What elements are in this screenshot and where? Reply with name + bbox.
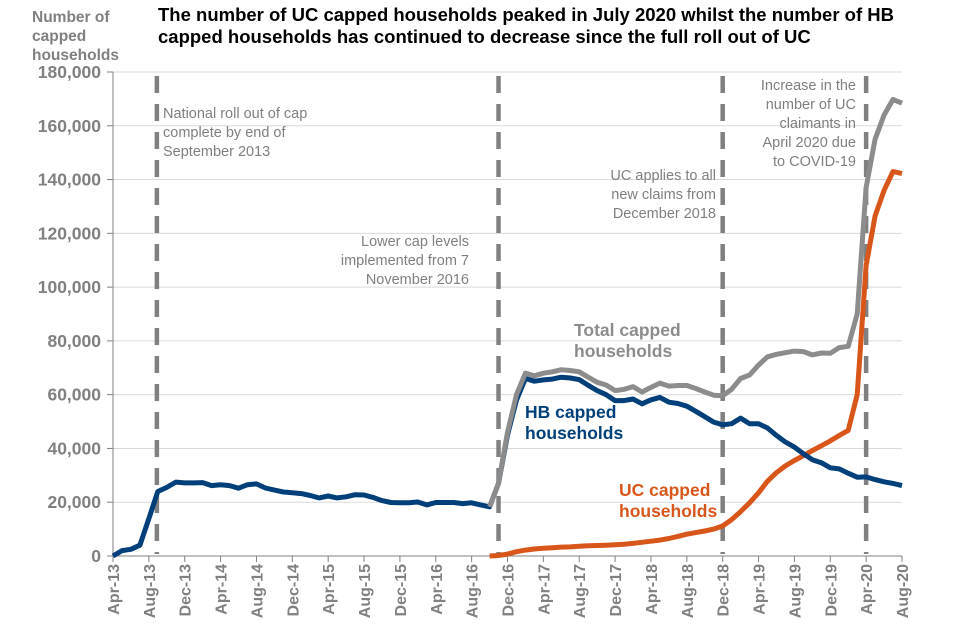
x-tick-label: Dec-19: [823, 564, 840, 617]
annotation-line: to COVID-19: [773, 154, 856, 170]
annotation-line: implemented from 7: [341, 253, 469, 269]
annotation-line: National roll out of cap: [163, 106, 307, 122]
y-axis-title-line: capped: [32, 28, 86, 45]
annotation-line: Lower cap levels: [361, 234, 469, 250]
y-tick-label: 80,000: [47, 331, 101, 351]
annotation-line: complete by end of: [163, 125, 286, 141]
x-tick-label: Dec-16: [501, 564, 518, 617]
x-tick-label: Dec-17: [608, 564, 625, 617]
series-label-uc: UC capped households: [619, 480, 717, 521]
annotation: Lower cap levels implemented from 7 Novemb…: [341, 234, 469, 288]
x-tick-label: Dec-18: [716, 564, 733, 617]
series-label-line: UC capped: [619, 480, 710, 500]
y-tick-label: 180,000: [38, 62, 102, 82]
y-axis-title: Number of capped households: [32, 9, 119, 64]
x-tick-label: Aug-15: [357, 564, 374, 618]
chart-title-line: The number of UC capped households peake…: [158, 4, 894, 25]
y-tick-label: 40,000: [47, 438, 101, 458]
y-tick-label: 160,000: [38, 116, 102, 136]
annotation: Increase in the number of UC claimants in A…: [761, 78, 856, 170]
annotation-line: claimants in: [779, 116, 856, 132]
series-lines: [111, 96, 903, 559]
y-axis-ticks: 0 20,000 40,000 60,000 80,000 100,000 120,000 1…: [38, 62, 113, 566]
annotation: UC applies to all new claims from December…: [610, 168, 716, 222]
y-tick-label: 100,000: [38, 277, 102, 297]
y-tick-label: 140,000: [38, 170, 102, 190]
x-tick-label: Dec-13: [178, 564, 195, 617]
x-tick-label: Apr-19: [752, 564, 769, 615]
annotation-line: Increase in the: [761, 78, 856, 94]
series-label-total: Total capped households: [574, 320, 681, 361]
annotation-line: April 2020 due: [762, 135, 856, 151]
y-tick-label: 0: [91, 546, 101, 566]
series-label-line: households: [525, 423, 623, 443]
x-tick-label: Apr-15: [321, 564, 338, 615]
series-label-hb: HB capped households: [525, 402, 623, 443]
x-axis-ticks: Apr-13 Aug-13 Dec-13 Apr-14 Aug-14 Dec-14 Apr-…: [106, 556, 912, 618]
x-tick-label: Aug-18: [680, 564, 697, 618]
annotation-line: September 2013: [163, 144, 270, 160]
x-tick-label: Dec-14: [285, 564, 302, 617]
annotation-line: number of UC: [766, 97, 856, 113]
x-tick-label: Aug-16: [465, 564, 482, 618]
x-tick-label: Aug-19: [787, 564, 804, 618]
series-line-total: [487, 96, 903, 508]
x-tick-label: Apr-20: [859, 564, 876, 615]
annotation-line: UC applies to all: [610, 168, 716, 184]
series-line-uc: [489, 169, 903, 559]
x-tick-label: Apr-18: [644, 564, 661, 615]
annotation-line: new claims from: [611, 187, 716, 203]
chart-title-line: capped households has continued to decre…: [158, 26, 811, 47]
chart-title: The number of UC capped households peake…: [158, 4, 899, 47]
y-axis-title-line: households: [32, 47, 119, 64]
x-tick-label: Apr-17: [536, 564, 553, 615]
x-tick-label: Apr-13: [106, 564, 123, 615]
y-tick-label: 20,000: [47, 492, 101, 512]
x-tick-label: Apr-14: [214, 564, 231, 615]
x-tick-label: Dec-15: [393, 564, 410, 617]
x-tick-label: Aug-20: [895, 564, 912, 618]
gridlines: [113, 71, 902, 503]
y-axis-title-line: Number of: [32, 9, 110, 26]
x-tick-label: Apr-16: [429, 564, 446, 615]
x-tick-label: Aug-17: [572, 564, 589, 618]
y-tick-label: 60,000: [47, 385, 101, 405]
series-label-line: households: [619, 501, 717, 521]
series-label-line: HB capped: [525, 402, 616, 422]
y-tick-label: 120,000: [38, 223, 102, 243]
annotation-line: November 2016: [366, 272, 469, 288]
annotation-line: December 2018: [613, 206, 716, 222]
annotations: National roll out of cap complete by end …: [163, 78, 856, 288]
x-tick-label: Aug-14: [249, 564, 266, 618]
series-label-line: Total capped: [574, 320, 681, 340]
annotation: National roll out of cap complete by end …: [163, 106, 307, 160]
series-label-line: households: [574, 341, 672, 361]
x-tick-label: Aug-13: [142, 564, 159, 618]
